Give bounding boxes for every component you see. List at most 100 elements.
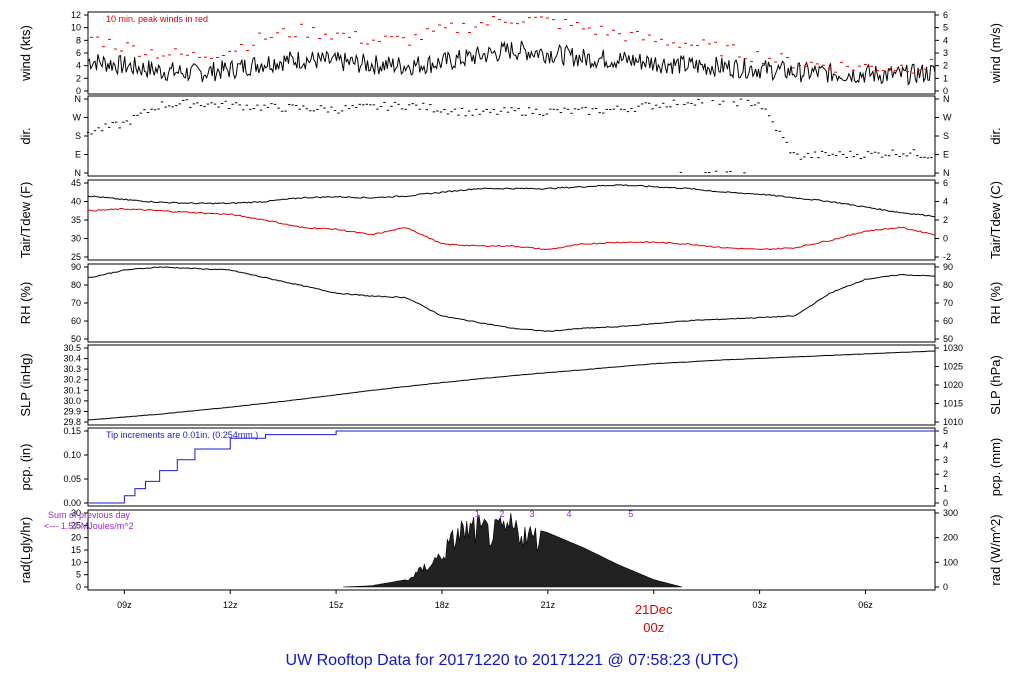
- right-tick-label: 0: [943, 86, 948, 96]
- right-tick-label: 1025: [943, 362, 963, 372]
- left-tick-label: 30.3: [63, 364, 81, 374]
- left-tick-label: 0.00: [63, 498, 81, 508]
- tdew-line: [87, 207, 936, 251]
- hour-marker: 1: [475, 509, 480, 519]
- panel-frame: [87, 11, 936, 95]
- rad-annotation-top: Sum of previous day: [48, 510, 131, 520]
- x-tick-label: 09z: [117, 600, 132, 610]
- right-tick-label: W: [943, 113, 952, 123]
- slp-line: [87, 350, 936, 421]
- right-tick-label: 1010: [943, 417, 963, 427]
- y-axis-label-left: dir.: [18, 127, 33, 144]
- left-tick-label: 5: [76, 570, 81, 580]
- left-tick-label: 0.15: [63, 426, 81, 436]
- panel-frame: [87, 179, 936, 261]
- date-marker-label: 21Dec: [635, 602, 673, 617]
- plot-area: [87, 350, 936, 421]
- plot-area: [87, 16, 936, 86]
- left-tick-label: 20: [71, 533, 81, 543]
- panel-frame: [87, 263, 936, 343]
- date-marker-sublabel: 00z: [643, 620, 664, 635]
- wind-line: [87, 40, 936, 86]
- right-tick-label: 1: [943, 484, 948, 494]
- right-tick-label: 2: [943, 469, 948, 479]
- left-tick-label: 30.2: [63, 375, 81, 385]
- left-tick-label: 30.5: [63, 343, 81, 353]
- y-axis-label-right: rad (W/m^2): [988, 514, 1003, 585]
- left-tick-label: 6: [76, 48, 81, 58]
- right-tick-label: 50: [943, 334, 953, 344]
- plot-area: [343, 512, 683, 588]
- y-axis-label-left: Tair/Tdew (F): [18, 182, 33, 259]
- panel-frame: [87, 427, 936, 507]
- left-tick-label: 0.05: [63, 474, 81, 484]
- x-tick-label: 21z: [541, 600, 556, 610]
- right-tick-label: N: [943, 168, 950, 178]
- y-axis-label-right: wind (m/s): [988, 23, 1003, 84]
- hour-marker: 4: [567, 509, 572, 519]
- right-tick-label: 90: [943, 262, 953, 272]
- left-tick-label: 2: [76, 73, 81, 83]
- right-tick-label: 300: [943, 508, 958, 518]
- left-tick-label: 0: [76, 582, 81, 592]
- left-tick-label: 25: [71, 520, 81, 530]
- x-tick-label: 18z: [435, 600, 450, 610]
- left-tick-label: 4: [76, 61, 81, 71]
- y-axis-label-left: SLP (inHg): [18, 353, 33, 416]
- right-tick-label: 70: [943, 298, 953, 308]
- plot-area: [87, 266, 936, 333]
- right-tick-label: 6: [943, 178, 948, 188]
- right-tick-label: 2: [943, 61, 948, 71]
- right-tick-label: 4: [943, 440, 948, 450]
- right-tick-label: 4: [943, 35, 948, 45]
- page-title: UW Rooftop Data for 20171220 to 20171221…: [286, 652, 739, 669]
- right-tick-label: 6: [943, 10, 948, 20]
- y-axis-label-left: pcp. (in): [18, 444, 33, 491]
- left-tick-label: 70: [71, 298, 81, 308]
- x-tick-label: 03z: [752, 600, 767, 610]
- rad-annotation-bottom: <--- 1.57 MJoules/m^2: [44, 521, 134, 531]
- plot-area: [89, 430, 937, 504]
- y-axis-label-right: dir.: [988, 127, 1003, 144]
- wind-annotation: 10 min. peak winds in red: [106, 14, 208, 24]
- left-tick-label: 30: [71, 234, 81, 244]
- y-axis-label-left: rad(Lgly/hr): [18, 517, 33, 583]
- tair-line: [87, 184, 936, 218]
- left-tick-label: 0: [76, 86, 81, 96]
- left-tick-label: 30.1: [63, 385, 81, 395]
- right-tick-label: 200: [943, 533, 958, 543]
- right-tick-label: 1015: [943, 399, 963, 409]
- x-tick-label: 12z: [223, 600, 238, 610]
- right-tick-label: 5: [943, 426, 948, 436]
- left-tick-label: N: [75, 168, 82, 178]
- left-tick-label: E: [75, 150, 81, 160]
- x-tick-label: 15z: [329, 600, 344, 610]
- left-tick-label: 29.9: [63, 406, 81, 416]
- right-tick-label: 100: [943, 557, 958, 567]
- left-tick-label: 8: [76, 35, 81, 45]
- plot-area: [86, 98, 933, 174]
- radiation-area: [343, 512, 683, 588]
- left-tick-label: 12: [71, 10, 81, 20]
- precip-line: [89, 430, 937, 504]
- y-axis-label-right: pcp. (mm): [988, 438, 1003, 497]
- hour-marker: 5: [628, 509, 633, 519]
- x-tick-label: 06z: [858, 600, 873, 610]
- right-tick-label: -2: [943, 252, 951, 262]
- pcp-annotation: Tip increments are 0.01in. (0.254mm.): [106, 430, 258, 440]
- y-axis-label-right: Tair/Tdew (C): [988, 181, 1003, 259]
- right-tick-label: N: [943, 94, 950, 104]
- hour-marker: 2: [499, 509, 504, 519]
- panel-rh: 50 60 70 80 90 50 60 70 80 90 RH (%) RH (%): [18, 262, 1003, 344]
- panel-pcp: 0.00 0.05 0.10 0.15 0 1 2 3 4 5 pcp. (in) pcp. (mm)…: [18, 426, 1003, 508]
- left-tick-label: 60: [71, 316, 81, 326]
- rh-line: [87, 266, 936, 333]
- right-tick-label: 1: [943, 73, 948, 83]
- left-tick-label: 50: [71, 334, 81, 344]
- right-tick-label: S: [943, 131, 949, 141]
- left-tick-label: W: [73, 113, 82, 123]
- right-tick-label: 3: [943, 455, 948, 465]
- panel-temp: 25 30 35 40 45 -2 0 2 4 6 Tair/Tdew (F) Tair/Tdew (…: [18, 178, 1003, 262]
- panel-slp: 29.829.930.030.130.230.330.430.5 1010 1015…: [18, 343, 1003, 427]
